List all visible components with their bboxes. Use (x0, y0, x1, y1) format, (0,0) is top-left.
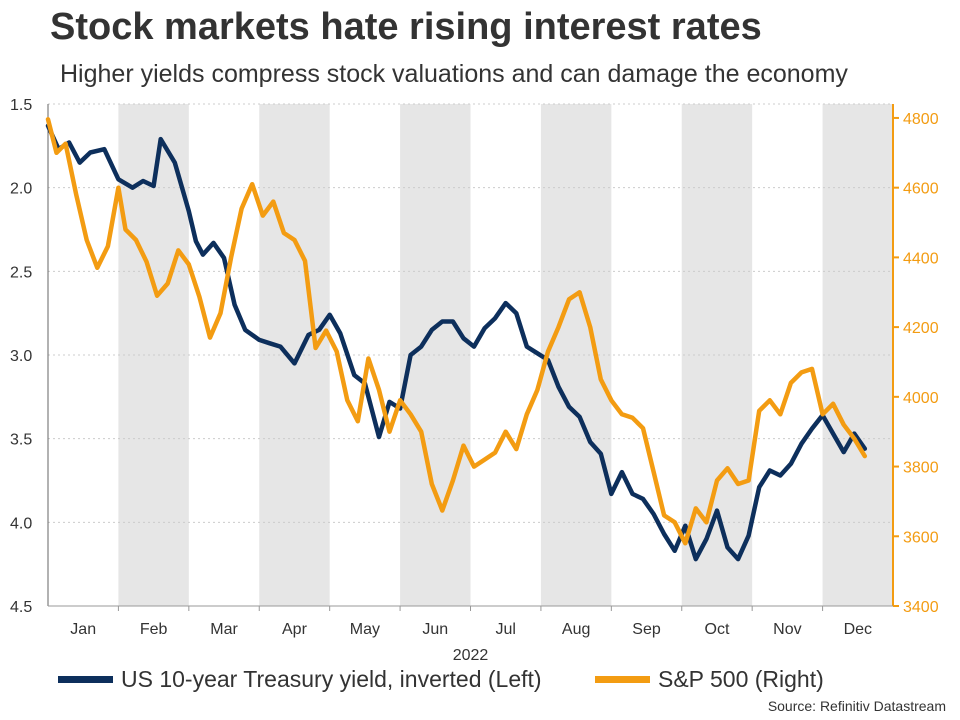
left-tick-label: 2.5 (10, 264, 32, 281)
right-axis: 4800 4600 4400 4200 4000 3800 3600 3400 (892, 104, 939, 616)
chart-title: Stock markets hate rising interest rates (50, 6, 762, 48)
left-tick-label: 2.0 (10, 181, 32, 198)
legend-swatch-sp500 (595, 676, 650, 683)
right-tick-label: 4800 (903, 111, 939, 128)
left-tick-label: 1.5 (10, 97, 32, 114)
left-axis: 1.5 2.0 2.5 3.0 3.5 4.0 4.5 (10, 97, 49, 616)
x-axis: Jan Feb Mar Apr May Jun Jul Aug Sep Oct Nov Dec 2022 (48, 605, 893, 660)
legend-item-yield: US 10-year Treasury yield, inverted (Lef… (58, 666, 542, 693)
x-tick-label-oct: Oct (705, 621, 730, 638)
x-tick-label-sep: Sep (632, 621, 661, 638)
legend-label-yield: US 10-year Treasury yield, inverted (Lef… (121, 666, 542, 692)
series-lines (45, 117, 868, 562)
x-tick-label-may: May (350, 621, 380, 638)
right-tick-label: 4000 (903, 390, 939, 407)
x-tick-label-jan: Jan (70, 621, 96, 638)
x-tick-label-jul: Jul (495, 621, 515, 638)
right-tick-label: 4600 (903, 181, 939, 198)
right-tick-label: 3600 (903, 529, 939, 546)
left-tick-label: 3.5 (10, 432, 32, 449)
x-axis-label: 2022 (453, 647, 489, 660)
legend-swatch-yield (58, 676, 113, 683)
left-tick-label: 3.0 (10, 348, 32, 365)
shade-band-aug (540, 104, 612, 606)
right-tick-label: 3400 (903, 599, 939, 616)
x-tick-label-dec: Dec (844, 621, 872, 638)
left-tick-label: 4.0 (10, 515, 32, 532)
legend: US 10-year Treasury yield, inverted (Lef… (0, 666, 960, 696)
x-tick-label-feb: Feb (140, 621, 168, 638)
shade-band-oct (681, 104, 753, 606)
chart-canvas: 1.5 2.0 2.5 3.0 3.5 4.0 4.5 4800 4600 4400 4200 40… (10, 97, 939, 660)
x-tick-label-aug: Aug (562, 621, 590, 638)
chart-subtitle: Higher yields compress stock valuations … (60, 60, 848, 88)
legend-item-sp500: S&P 500 (Right) (595, 666, 824, 693)
x-tick-label-apr: Apr (282, 621, 308, 638)
right-tick-label: 3800 (903, 460, 939, 477)
right-tick-label: 4200 (903, 320, 939, 337)
left-tick-label: 4.5 (10, 599, 32, 616)
x-tick-label-mar: Mar (210, 621, 238, 638)
x-tick-label-nov: Nov (773, 621, 801, 638)
x-tick-label-jun: Jun (422, 621, 448, 638)
source-note: Source: Refinitiv Datastream (767, 698, 946, 714)
yield-series-line (45, 123, 868, 562)
right-tick-label: 4400 (903, 250, 939, 267)
legend-label-sp500: S&P 500 (Right) (658, 666, 824, 692)
sp500-series-line (45, 117, 868, 546)
